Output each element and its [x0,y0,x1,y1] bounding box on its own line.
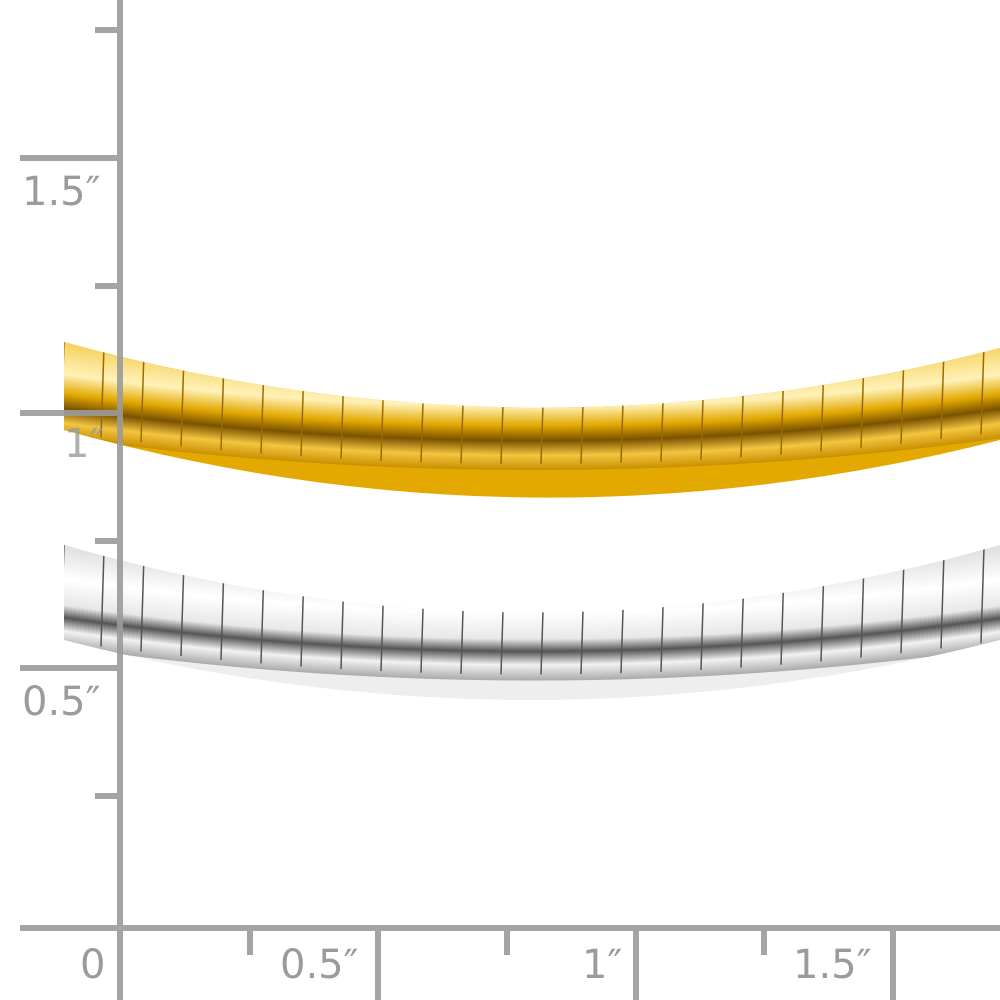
chain-link-segment [180,356,185,447]
ruler-label-0-horizontal: 0 [80,942,106,988]
chain-link-segment [100,347,105,438]
ruler-label-0.5-horizontal: 0.5″ [280,942,359,988]
chain-link-segment [980,344,985,435]
chain-link-segment [140,555,145,652]
chain-link-segment [64,342,65,433]
chain-link-segment [900,557,905,654]
ruler [20,0,1000,1000]
ruler-label-1-vertical: 1″ [64,421,105,467]
chain-link-segment [100,550,105,647]
chain-link-segment [980,547,985,644]
silver-chain [64,545,1000,700]
ruler-label-1.5-horizontal: 1.5″ [793,942,872,988]
chain-link-segment [940,349,945,440]
gold-chain [64,342,1000,498]
chain-link-segment [940,552,945,649]
ruler-label-1-horizontal: 1″ [582,942,623,988]
ruler-label-1.5-vertical: 1.5″ [22,169,101,215]
chain-link-segment [64,545,65,642]
chain-link-segment [140,351,145,443]
chain-link-segment [180,559,185,657]
ruler-label-0.5-vertical: 0.5″ [22,679,101,725]
